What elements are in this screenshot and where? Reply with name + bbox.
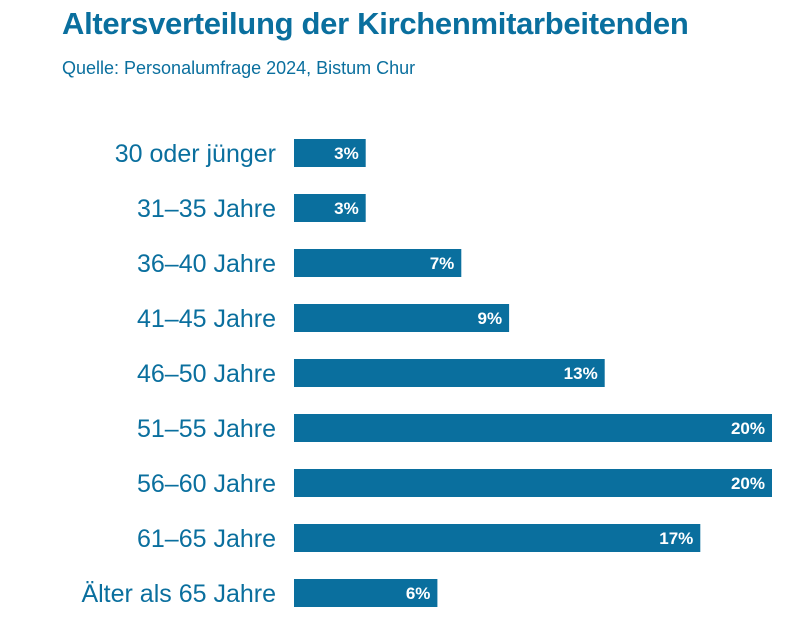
- bar: [294, 524, 701, 552]
- bar: [294, 414, 772, 442]
- chart-title: Altersverteilung der Kirchenmitarbeitend…: [62, 6, 689, 41]
- bar: [294, 139, 366, 167]
- data-label: 9%: [478, 309, 503, 328]
- data-label: 20%: [731, 419, 765, 438]
- bar: [294, 249, 462, 277]
- category-label: 56–60 Jahre: [137, 470, 276, 498]
- chart-subtitle: Quelle: Personalumfrage 2024, Bistum Chu…: [62, 58, 416, 78]
- category-label: 61–65 Jahre: [137, 525, 276, 553]
- data-label: 20%: [731, 474, 765, 493]
- data-label: 13%: [564, 364, 598, 383]
- bar: [294, 194, 366, 222]
- bar: [294, 469, 772, 497]
- bar: [294, 304, 510, 332]
- category-label: Älter als 65 Jahre: [81, 580, 276, 608]
- data-label: 17%: [659, 529, 693, 548]
- category-label: 51–55 Jahre: [137, 415, 276, 443]
- bar: [294, 359, 605, 387]
- category-label: 36–40 Jahre: [137, 250, 276, 278]
- category-label: 30 oder jünger: [115, 140, 276, 168]
- data-label: 3%: [334, 144, 359, 163]
- bar: [294, 579, 438, 607]
- data-label: 3%: [334, 199, 359, 218]
- category-label: 41–45 Jahre: [137, 305, 276, 333]
- category-label: 46–50 Jahre: [137, 360, 276, 388]
- data-label: 6%: [406, 584, 431, 603]
- category-label: 31–35 Jahre: [137, 195, 276, 223]
- data-label: 7%: [430, 254, 455, 273]
